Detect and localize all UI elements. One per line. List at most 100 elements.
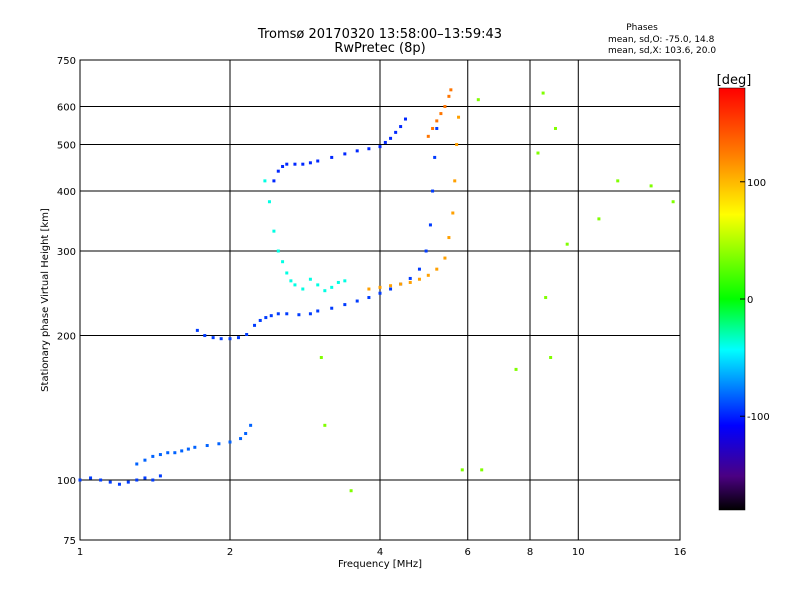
data-point [301, 162, 305, 166]
grid-lines [80, 60, 680, 540]
data-point [308, 277, 312, 281]
phase-info-x: mean, sd,X: 103.6, 20.0 [608, 46, 716, 56]
x-tick-label: 4 [377, 547, 383, 558]
colorbar-label: [deg] [717, 73, 752, 88]
data-point [343, 279, 347, 283]
data-point [281, 164, 285, 168]
data-point [417, 267, 421, 271]
data-point [245, 332, 249, 336]
data-point [443, 256, 447, 260]
phase-info-title: Phases [626, 23, 658, 33]
data-point [319, 355, 323, 359]
data-point [173, 451, 177, 455]
x-tick-label: 6 [465, 547, 471, 558]
data-point [355, 149, 359, 153]
data-point [514, 367, 518, 371]
data-point [316, 159, 320, 163]
x-tick-label: 16 [674, 547, 687, 558]
data-point [453, 179, 457, 183]
data-point [293, 162, 297, 166]
y-axis-label: Stationary phase Virtual Height [km] [40, 208, 51, 392]
data-point [455, 143, 459, 147]
data-point [426, 134, 430, 138]
x-tick-label: 10 [572, 547, 585, 558]
data-point [544, 296, 548, 300]
colorbar-tick-label: 0 [747, 295, 753, 306]
data-point [447, 94, 451, 98]
chart-title: Tromsø 20170320 13:58:00–13:59:43 [257, 27, 502, 42]
data-point [135, 462, 139, 466]
data-point [281, 260, 285, 264]
data-point [457, 115, 461, 119]
data-point [435, 126, 439, 130]
data-point [389, 136, 393, 140]
data-point [394, 130, 398, 134]
data-point [289, 279, 293, 283]
data-point [166, 451, 170, 455]
data-point [269, 314, 273, 318]
y-tick-label: 600 [57, 103, 76, 114]
data-point [236, 336, 240, 340]
data-point [151, 454, 155, 458]
data-point [316, 309, 320, 313]
data-point [330, 285, 334, 289]
data-point [383, 140, 387, 144]
data-point [239, 437, 243, 441]
data-point [143, 476, 147, 480]
data-point [671, 200, 675, 204]
data-point [378, 285, 382, 289]
colorbar-tick-label: 100 [747, 178, 766, 189]
data-point [367, 287, 371, 291]
data-point [330, 155, 334, 159]
data-point [158, 453, 162, 457]
data-point [355, 299, 359, 303]
data-point [272, 179, 276, 183]
data-point [276, 312, 280, 316]
data-points [78, 88, 675, 493]
data-point [408, 280, 412, 284]
data-point [616, 179, 620, 183]
colorbar-tick-label: -100 [747, 412, 770, 423]
data-point [308, 161, 312, 165]
y-tick-label: 200 [57, 332, 76, 343]
data-point [451, 211, 455, 215]
data-point [349, 489, 353, 493]
data-point [264, 316, 268, 320]
data-point [276, 169, 280, 173]
x-tick-label: 1 [77, 547, 83, 558]
y-tick-label: 400 [57, 187, 76, 198]
data-point [249, 423, 253, 427]
data-point [126, 480, 130, 484]
data-point [565, 242, 569, 246]
data-point [316, 283, 320, 287]
data-point [367, 147, 371, 151]
data-point [151, 478, 155, 482]
data-point [308, 312, 312, 316]
data-point [253, 323, 257, 327]
data-point [180, 449, 184, 453]
data-point [285, 312, 289, 316]
data-point [89, 476, 93, 480]
data-point [426, 273, 430, 277]
data-point [343, 303, 347, 307]
x-axis-label: Frequency [MHz] [338, 559, 422, 570]
data-point [367, 296, 371, 300]
data-point [297, 313, 301, 317]
data-point [389, 287, 393, 291]
data-point [424, 249, 428, 253]
data-point [203, 334, 207, 338]
data-point [447, 236, 451, 240]
data-point [417, 277, 421, 281]
y-tick-label: 500 [57, 141, 76, 152]
data-point [553, 126, 557, 130]
data-point [399, 125, 403, 129]
data-point [258, 318, 262, 322]
data-point [435, 267, 439, 271]
x-tick-label: 8 [527, 547, 533, 558]
y-tick-label: 750 [57, 56, 76, 67]
y-tick-label: 100 [57, 476, 76, 487]
data-point [78, 478, 82, 482]
data-point [217, 442, 221, 446]
data-point [323, 289, 327, 293]
